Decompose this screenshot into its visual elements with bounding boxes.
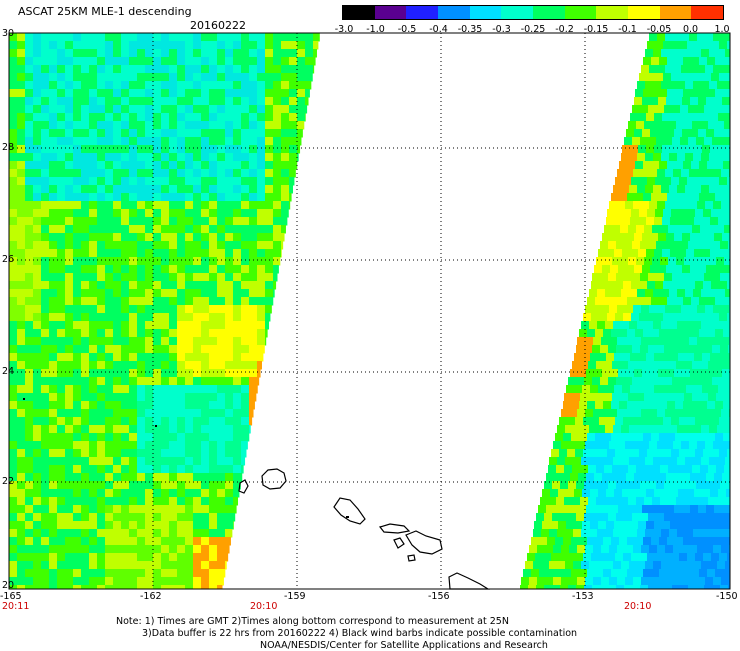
colorbar-label: -0.5 bbox=[397, 24, 417, 35]
time-label-east: 20:10 bbox=[624, 601, 652, 612]
map-frame bbox=[8, 32, 731, 590]
colorbar-swatch bbox=[374, 6, 407, 19]
colorbar-swatch bbox=[501, 6, 534, 19]
lat-label-30: 30 bbox=[2, 28, 15, 39]
west-swath bbox=[9, 33, 320, 589]
colorbar-label: -0.35 bbox=[457, 24, 483, 35]
lat-label-26: 26 bbox=[2, 254, 15, 265]
kauai-coast bbox=[261, 468, 287, 490]
lon-label-162: -162 bbox=[140, 591, 162, 602]
hawaiian-islands bbox=[238, 468, 491, 590]
colorbar-swatch bbox=[564, 6, 597, 19]
lon-label-159: -159 bbox=[284, 591, 306, 602]
lat-label-28: 28 bbox=[2, 142, 15, 153]
molokai-coast bbox=[378, 523, 411, 534]
maui-coast bbox=[405, 530, 443, 555]
lat-label-24: 24 bbox=[2, 366, 15, 377]
lat-label-20: 20 bbox=[2, 580, 15, 591]
colorbar-swatch bbox=[406, 6, 439, 19]
niihau-coast bbox=[238, 479, 249, 494]
product-date: 20160222 bbox=[190, 19, 246, 32]
colorbar-label: -0.2 bbox=[555, 24, 574, 35]
colorbar-swatch bbox=[469, 6, 502, 19]
colorbar-label: -0.4 bbox=[429, 24, 448, 35]
lon-label-150: -150 bbox=[716, 591, 738, 602]
east-swath bbox=[520, 33, 730, 589]
colorbar-swatch bbox=[596, 6, 629, 19]
lon-label-165: -165 bbox=[0, 591, 22, 602]
colorbar-label: 1.0 bbox=[714, 24, 730, 35]
lat-label-22: 22 bbox=[2, 476, 15, 487]
time-label-west: 20:11 bbox=[2, 601, 30, 612]
colorbar-label: -0.05 bbox=[646, 24, 672, 35]
colorbar-swatch bbox=[533, 6, 565, 19]
colorbar-label: -3.0 bbox=[334, 24, 354, 35]
lanai-coast bbox=[393, 537, 405, 549]
colorbar-swatch bbox=[659, 6, 692, 19]
graticule bbox=[9, 33, 730, 589]
lon-label-153: -153 bbox=[572, 591, 594, 602]
colorbar-swatch bbox=[343, 6, 375, 19]
colorbar-swatch bbox=[438, 6, 470, 19]
time-label-center: 20:10 bbox=[250, 601, 278, 612]
product-title: ASCAT 25KM MLE-1 descending bbox=[18, 5, 192, 18]
oahu-coast bbox=[333, 497, 366, 525]
colorbar bbox=[342, 5, 724, 20]
colorbar-label: -0.15 bbox=[583, 24, 609, 35]
colorbar-labels: -3.0 -1.0 -0.5 -0.4 -0.35 -0.3 -0.25 -0.2 -0.15-… bbox=[0, 24, 740, 36]
colorbar-label: -0.1 bbox=[618, 24, 637, 35]
contamination-barbs bbox=[23, 398, 349, 518]
note-line-3: NOAA/NESDIS/Center for Satellite Applica… bbox=[260, 640, 548, 651]
colorbar-label: -0.3 bbox=[492, 24, 511, 35]
colorbar-label: -1.0 bbox=[366, 24, 385, 35]
hawaii-coast bbox=[448, 572, 491, 590]
note-line-1: Note: 1) Times are GMT 2)Times along bot… bbox=[116, 616, 509, 627]
colorbar-swatch bbox=[691, 6, 724, 19]
lon-label-156: -156 bbox=[428, 591, 450, 602]
colorbar-swatch bbox=[628, 6, 660, 19]
colorbar-label: -0.25 bbox=[520, 24, 546, 35]
kahoolawe-coast bbox=[407, 554, 416, 562]
colorbar-label: 0.0 bbox=[682, 24, 699, 35]
note-line-2: 3)Data buffer is 22 hrs from 20160222 4)… bbox=[142, 628, 578, 639]
